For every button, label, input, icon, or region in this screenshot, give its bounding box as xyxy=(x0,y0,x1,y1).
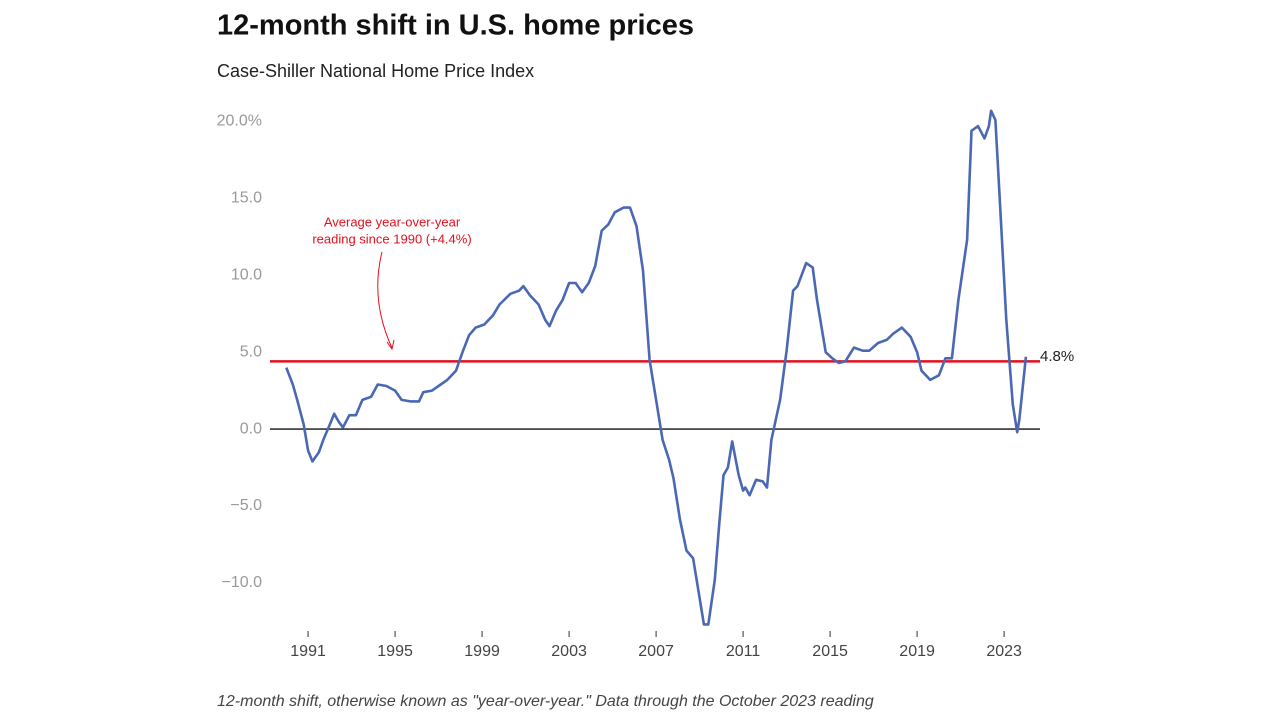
annotation-arrow xyxy=(377,251,393,349)
x-tick-label: 1995 xyxy=(377,643,413,660)
footnote: 12-month shift, otherwise known as "year… xyxy=(217,693,874,710)
annotation: reading since 1990 (+4.4%) xyxy=(312,231,471,246)
y-tick-label: 5.0 xyxy=(240,343,262,360)
x-tick-label: 1999 xyxy=(464,643,500,660)
chart-title: 12-month shift in U.S. home prices xyxy=(217,10,694,42)
y-tick-label: 10.0 xyxy=(231,267,262,284)
y-tick-label: −10.0 xyxy=(222,574,263,591)
chart-subtitle: Case-Shiller National Home Price Index xyxy=(217,61,534,81)
last-value-label: 4.8% xyxy=(1040,348,1074,365)
x-tick-label: 2019 xyxy=(899,643,935,660)
x-tick-label: 2011 xyxy=(726,643,761,660)
x-tick-label: 2023 xyxy=(986,643,1022,660)
y-tick-label: 20.0% xyxy=(217,113,262,130)
series-line xyxy=(285,109,1028,626)
x-tick-label: 2007 xyxy=(638,643,674,660)
x-tick-label: 2015 xyxy=(812,643,848,660)
x-tick-label: 1991 xyxy=(290,643,326,660)
x-tick-label: 2003 xyxy=(551,643,587,660)
annotation-arrowhead xyxy=(386,339,395,351)
y-tick-label: 0.0 xyxy=(240,420,262,437)
y-tick-label: −5.0 xyxy=(230,497,262,514)
y-tick-label: 15.0 xyxy=(231,190,262,207)
annotation: Average year-over-year xyxy=(324,214,461,229)
